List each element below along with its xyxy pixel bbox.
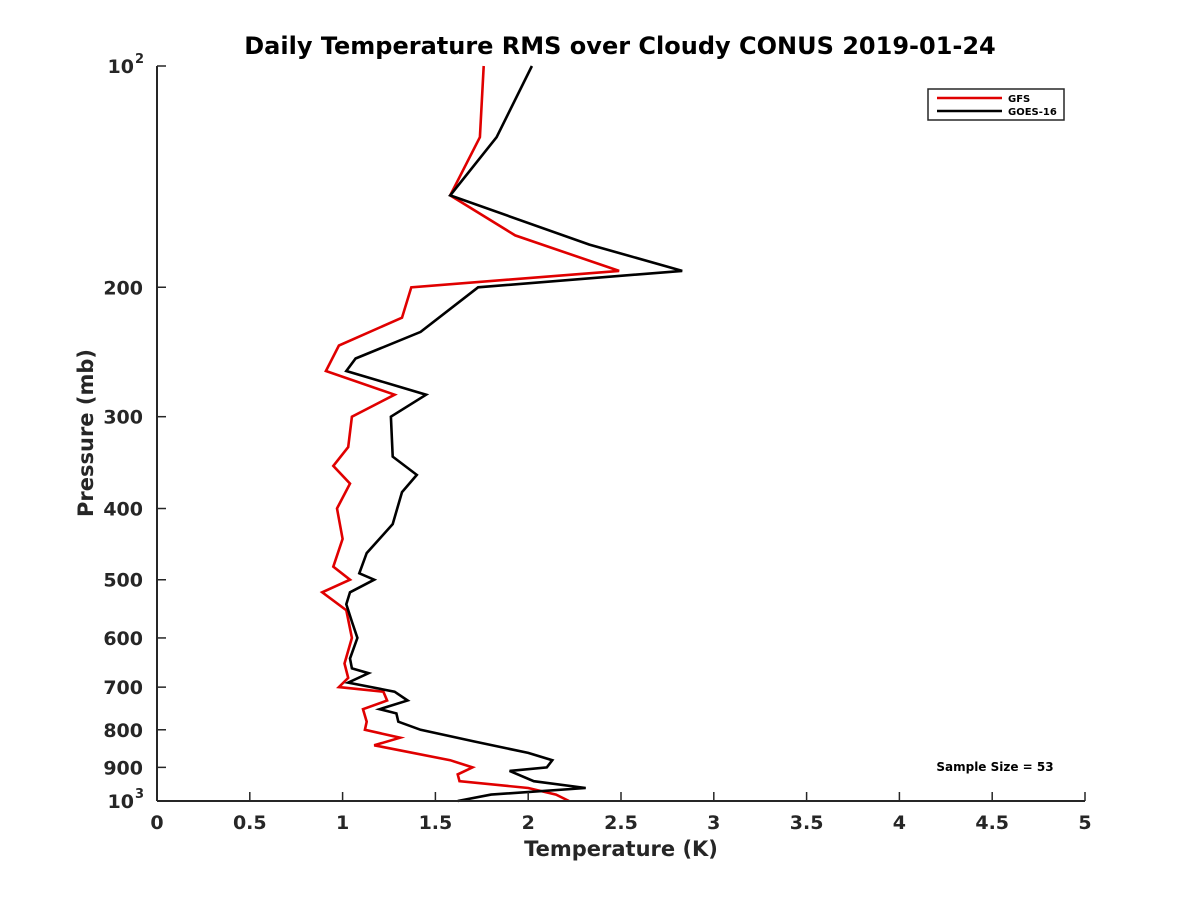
x-axis-label: Temperature (K) bbox=[524, 837, 718, 861]
series-line-gfs bbox=[319, 65, 620, 803]
legend-box bbox=[927, 88, 1065, 121]
x-tick-label: 1.5 bbox=[419, 812, 453, 834]
y-tick-label-exponent: 3 bbox=[135, 787, 144, 802]
legend: GFS GOES-16 bbox=[927, 88, 1065, 121]
x-tick-label: 2 bbox=[522, 812, 535, 834]
legend-label-goes-16: GOES-16 bbox=[1008, 107, 1057, 118]
y-tick-label: 300 bbox=[103, 407, 143, 429]
y-tick-label: 900 bbox=[103, 757, 143, 779]
y-tick-label: 10 bbox=[108, 56, 134, 78]
x-tick-label: 4 bbox=[893, 812, 906, 834]
sample-size-annotation: Sample Size = 53 bbox=[936, 760, 1053, 774]
y-tick-label: 400 bbox=[103, 499, 143, 521]
x-tick-label: 0.5 bbox=[233, 812, 267, 834]
y-axis-label: Pressure (mb) bbox=[74, 349, 98, 517]
y-tick-label: 10 bbox=[108, 791, 134, 813]
x-tick-label: 2.5 bbox=[604, 812, 638, 834]
y-tick-label: 700 bbox=[103, 677, 143, 699]
x-tick-label: 3.5 bbox=[790, 812, 824, 834]
x-tick-label: 0 bbox=[150, 812, 163, 834]
y-tick-label: 500 bbox=[103, 570, 143, 592]
plot-lines bbox=[319, 65, 683, 803]
x-tick-label: 3 bbox=[707, 812, 720, 834]
y-tick-label-exponent: 2 bbox=[135, 52, 144, 67]
chart-title: Daily Temperature RMS over Cloudy CONUS … bbox=[244, 32, 996, 60]
series-line-goes-16 bbox=[344, 65, 683, 803]
y-tick-label: 200 bbox=[103, 277, 143, 299]
legend-label-gfs: GFS bbox=[1008, 94, 1030, 105]
x-tick-label: 1 bbox=[336, 812, 349, 834]
y-tick-label: 800 bbox=[103, 720, 143, 742]
x-tick-label: 4.5 bbox=[975, 812, 1009, 834]
x-ticks: 0 0.5 1 1.5 2 2.5 3 3.5 4 4.5 5 bbox=[150, 792, 1092, 834]
y-tick-label: 600 bbox=[103, 628, 143, 650]
x-tick-label: 5 bbox=[1078, 812, 1091, 834]
